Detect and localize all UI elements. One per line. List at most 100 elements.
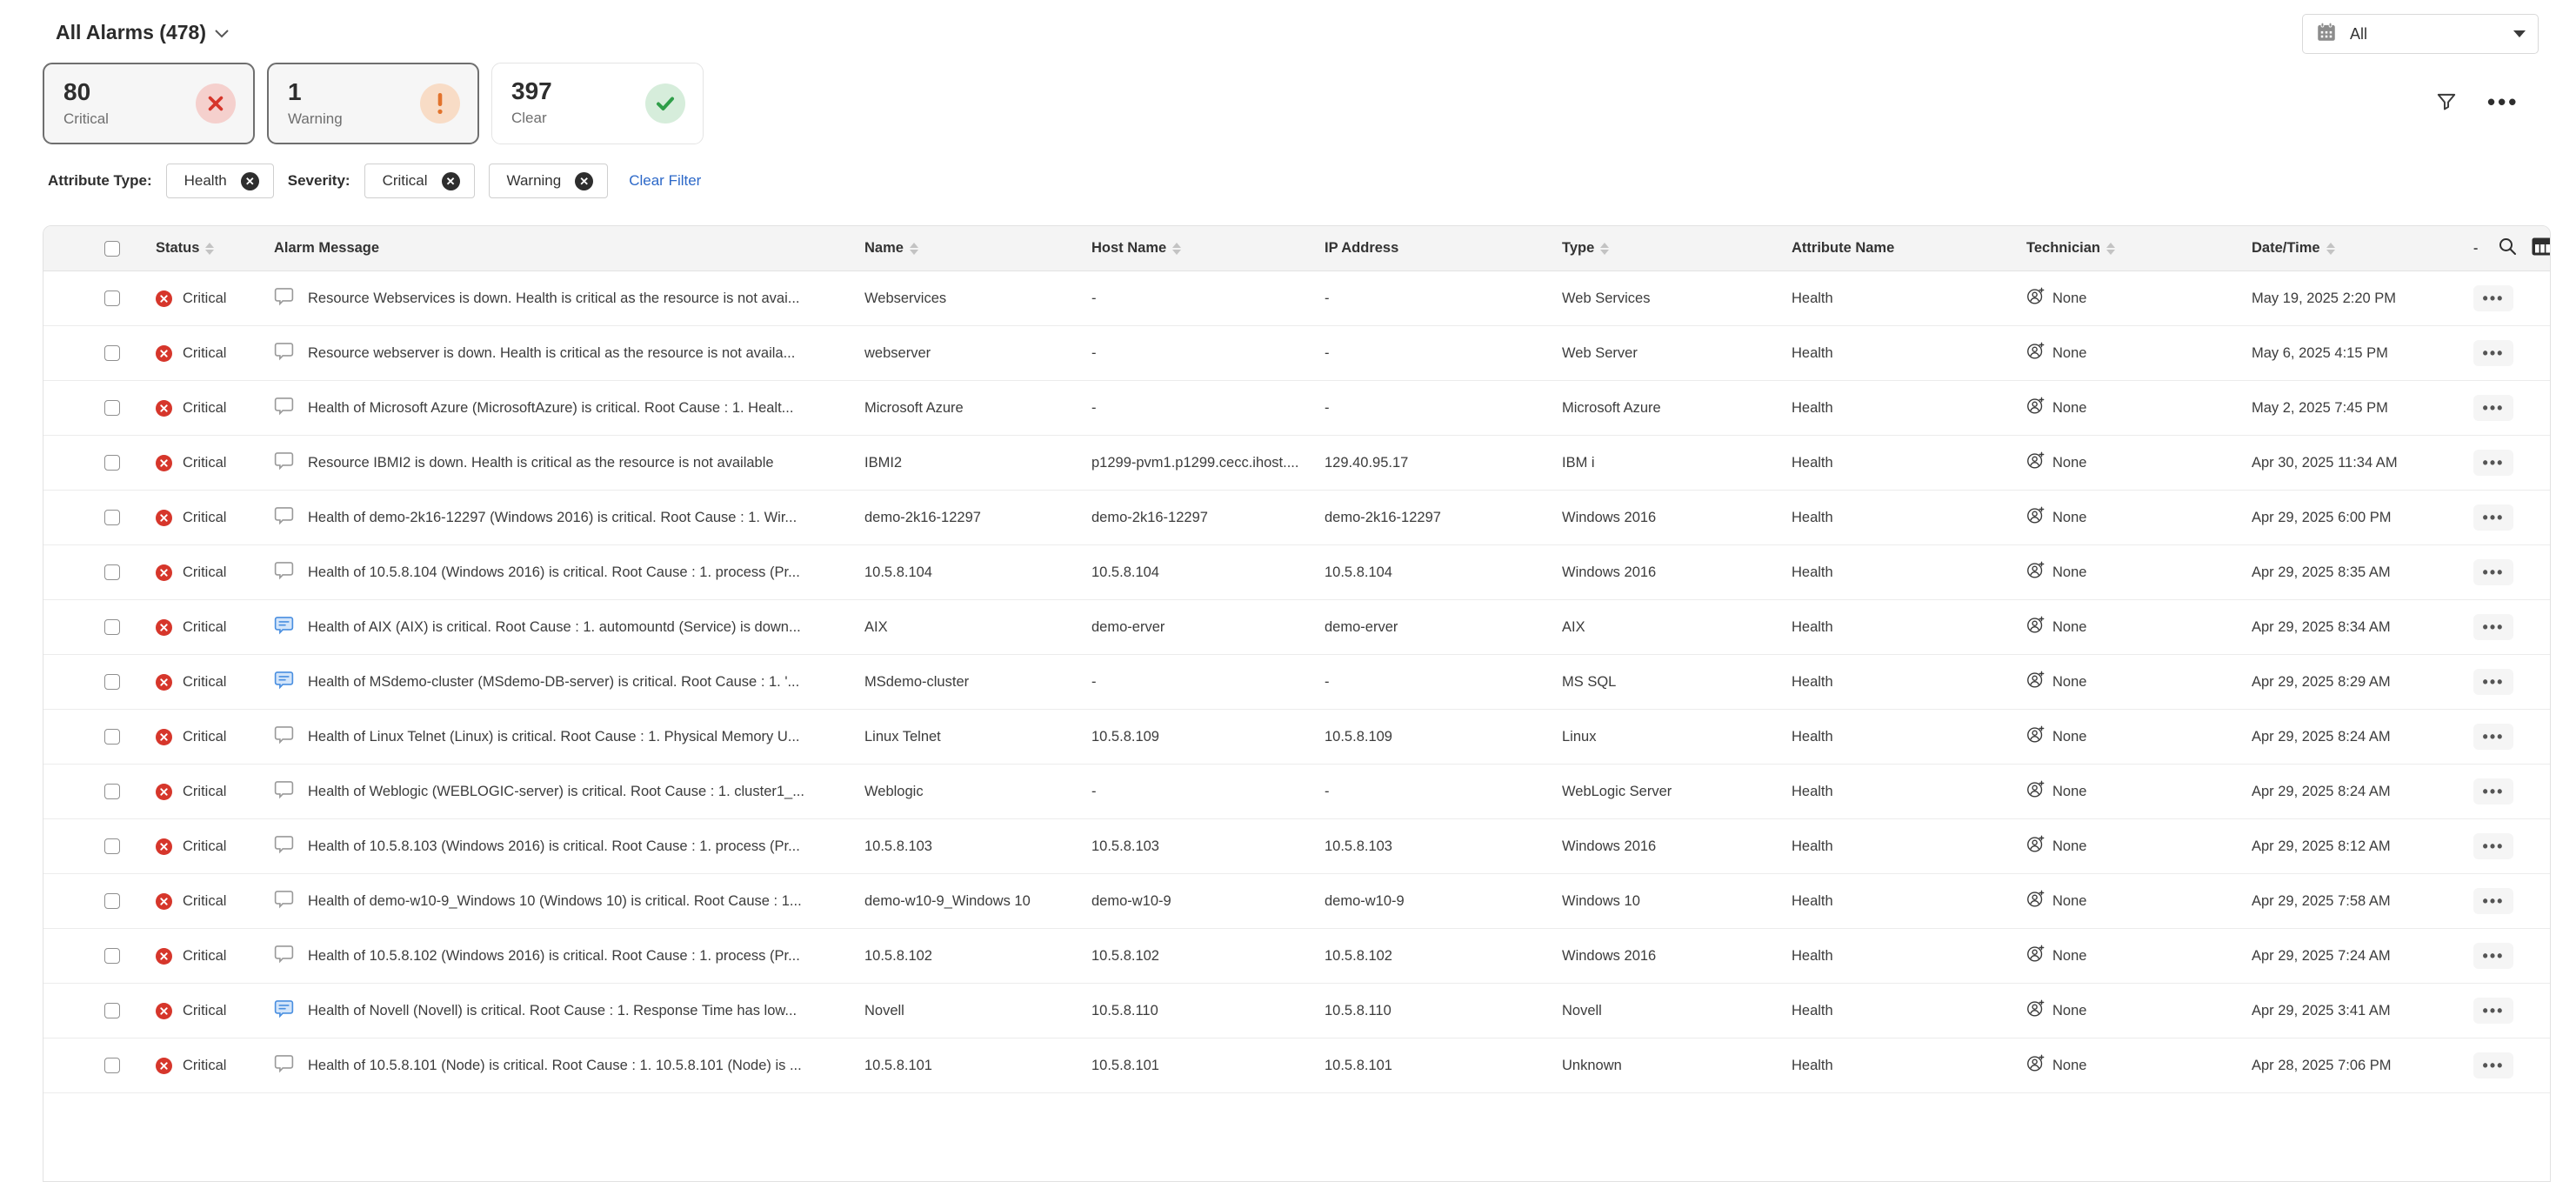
column-header-status[interactable]: Status <box>156 240 274 257</box>
assign-technician-icon[interactable] <box>2026 780 2045 803</box>
device-name[interactable]: Webservices <box>864 290 947 306</box>
alarm-note-icon[interactable] <box>274 945 294 968</box>
table-row[interactable]: Critical Health of Weblogic (WEBLOGIC-se… <box>43 765 2550 819</box>
assign-technician-icon[interactable] <box>2026 945 2045 967</box>
column-chooser-icon[interactable] <box>2532 237 2550 260</box>
row-actions-button[interactable]: ••• <box>2473 340 2513 366</box>
column-header-alarm-message[interactable]: Alarm Message <box>274 240 380 256</box>
table-row[interactable]: Critical Resource webserver is down. Hea… <box>43 326 2550 381</box>
row-checkbox[interactable] <box>104 619 120 635</box>
row-actions-button[interactable]: ••• <box>2473 395 2513 421</box>
row-checkbox[interactable] <box>104 729 120 745</box>
column-header-host-name[interactable]: Host Name <box>1091 240 1325 257</box>
device-name[interactable]: webserver <box>864 344 931 361</box>
row-actions-button[interactable]: ••• <box>2473 1052 2513 1078</box>
row-actions-button[interactable]: ••• <box>2473 285 2513 311</box>
device-name[interactable]: 10.5.8.104 <box>864 564 932 580</box>
assign-technician-icon[interactable] <box>2026 1054 2045 1077</box>
remove-chip-icon[interactable]: ✕ <box>240 171 259 190</box>
alarm-message[interactable]: Resource IBMI2 is down. Health is critic… <box>308 454 774 471</box>
row-actions-button[interactable]: ••• <box>2473 888 2513 914</box>
assign-technician-icon[interactable] <box>2026 561 2045 584</box>
row-actions-button[interactable]: ••• <box>2473 450 2513 476</box>
alarm-note-icon[interactable] <box>274 780 294 804</box>
table-row[interactable]: Critical Health of Linux Telnet (Linux) … <box>43 710 2550 765</box>
row-actions-button[interactable]: ••• <box>2473 833 2513 859</box>
alarm-note-icon[interactable] <box>274 671 294 694</box>
warning-card[interactable]: 1 Warning <box>267 63 479 144</box>
chevron-down-icon[interactable] <box>215 27 229 43</box>
alarm-note-icon[interactable] <box>274 835 294 858</box>
assign-technician-icon[interactable] <box>2026 342 2045 364</box>
device-name[interactable]: demo-w10-9_Windows 10 <box>864 892 1031 909</box>
more-options-icon[interactable]: ••• <box>2487 89 2519 115</box>
table-row[interactable]: Critical Health of demo-w10-9_Windows 10… <box>43 874 2550 929</box>
row-checkbox[interactable] <box>104 838 120 854</box>
assign-technician-icon[interactable] <box>2026 835 2045 858</box>
row-checkbox[interactable] <box>104 784 120 799</box>
row-actions-button[interactable]: ••• <box>2473 998 2513 1024</box>
table-row[interactable]: Critical Resource IBMI2 is down. Health … <box>43 436 2550 491</box>
assign-technician-icon[interactable] <box>2026 671 2045 693</box>
alarm-note-icon[interactable] <box>274 342 294 365</box>
search-icon[interactable] <box>2497 236 2518 261</box>
assign-technician-icon[interactable] <box>2026 397 2045 419</box>
filter-funnel-icon[interactable] <box>2435 90 2458 113</box>
column-header-ip-address[interactable]: IP Address <box>1325 240 1399 256</box>
filter-chip-warning[interactable]: Warning ✕ <box>488 164 609 198</box>
table-row[interactable]: Critical Health of 10.5.8.103 (Windows 2… <box>43 819 2550 874</box>
device-name[interactable]: Linux Telnet <box>864 728 941 745</box>
device-name[interactable]: 10.5.8.101 <box>864 1057 932 1073</box>
device-name[interactable]: Weblogic <box>864 783 924 799</box>
device-name[interactable]: MSdemo-cluster <box>864 673 970 690</box>
table-row[interactable]: Critical Health of demo-2k16-12297 (Wind… <box>43 491 2550 545</box>
device-name[interactable]: Novell <box>864 1002 904 1018</box>
row-checkbox[interactable] <box>104 893 120 909</box>
row-checkbox[interactable] <box>104 290 120 306</box>
assign-technician-icon[interactable] <box>2026 287 2045 310</box>
alarm-note-icon[interactable] <box>274 506 294 530</box>
row-checkbox[interactable] <box>104 510 120 525</box>
table-row[interactable]: Critical Health of MSdemo-cluster (MSdem… <box>43 655 2550 710</box>
alarm-message[interactable]: Health of 10.5.8.104 (Windows 2016) is c… <box>308 564 800 580</box>
table-row[interactable]: Critical Health of 10.5.8.104 (Windows 2… <box>43 545 2550 600</box>
alarm-message[interactable]: Health of 10.5.8.102 (Windows 2016) is c… <box>308 947 800 964</box>
row-checkbox[interactable] <box>104 455 120 471</box>
alarm-message[interactable]: Health of MSdemo-cluster (MSdemo-DB-serv… <box>308 673 800 690</box>
clear-card[interactable]: 397 Clear <box>491 63 704 144</box>
device-name[interactable]: 10.5.8.103 <box>864 838 932 854</box>
column-header-datetime[interactable]: Date/Time <box>2252 240 2473 257</box>
row-actions-button[interactable]: ••• <box>2473 669 2513 695</box>
alarm-note-icon[interactable] <box>274 616 294 639</box>
alarm-message[interactable]: Resource Webservices is down. Health is … <box>308 290 800 306</box>
critical-card[interactable]: 80 Critical <box>43 63 255 144</box>
table-row[interactable]: Critical Health of 10.5.8.101 (Node) is … <box>43 1038 2550 1093</box>
row-actions-button[interactable]: ••• <box>2473 504 2513 531</box>
device-name[interactable]: demo-2k16-12297 <box>864 509 981 525</box>
row-checkbox[interactable] <box>104 948 120 964</box>
table-row[interactable]: Critical Health of Novell (Novell) is cr… <box>43 984 2550 1038</box>
clear-filter-link[interactable]: Clear Filter <box>629 172 702 189</box>
table-row[interactable]: Critical Resource Webservices is down. H… <box>43 271 2550 326</box>
row-checkbox[interactable] <box>104 1003 120 1018</box>
assign-technician-icon[interactable] <box>2026 506 2045 529</box>
alarm-note-icon[interactable] <box>274 999 294 1023</box>
device-name[interactable]: AIX <box>864 618 888 635</box>
sort-icon[interactable] <box>2106 242 2115 255</box>
page-title[interactable]: All Alarms (478) <box>56 21 206 43</box>
row-checkbox[interactable] <box>104 345 120 361</box>
device-name[interactable]: IBMI2 <box>864 454 903 471</box>
sort-icon[interactable] <box>205 242 215 255</box>
device-name[interactable]: Microsoft Azure <box>864 399 964 416</box>
sort-icon[interactable] <box>1600 242 1610 255</box>
row-actions-button[interactable]: ••• <box>2473 778 2513 805</box>
row-checkbox[interactable] <box>104 400 120 416</box>
column-header-technician[interactable]: Technician <box>2026 240 2252 257</box>
remove-chip-icon[interactable]: ✕ <box>441 171 460 190</box>
alarm-message[interactable]: Health of Weblogic (WEBLOGIC-server) is … <box>308 783 804 799</box>
device-name[interactable]: 10.5.8.102 <box>864 947 932 964</box>
assign-technician-icon[interactable] <box>2026 999 2045 1022</box>
alarm-message[interactable]: Health of Linux Telnet (Linux) is critic… <box>308 728 800 745</box>
alarm-note-icon[interactable] <box>274 287 294 311</box>
remove-chip-icon[interactable]: ✕ <box>575 171 594 190</box>
